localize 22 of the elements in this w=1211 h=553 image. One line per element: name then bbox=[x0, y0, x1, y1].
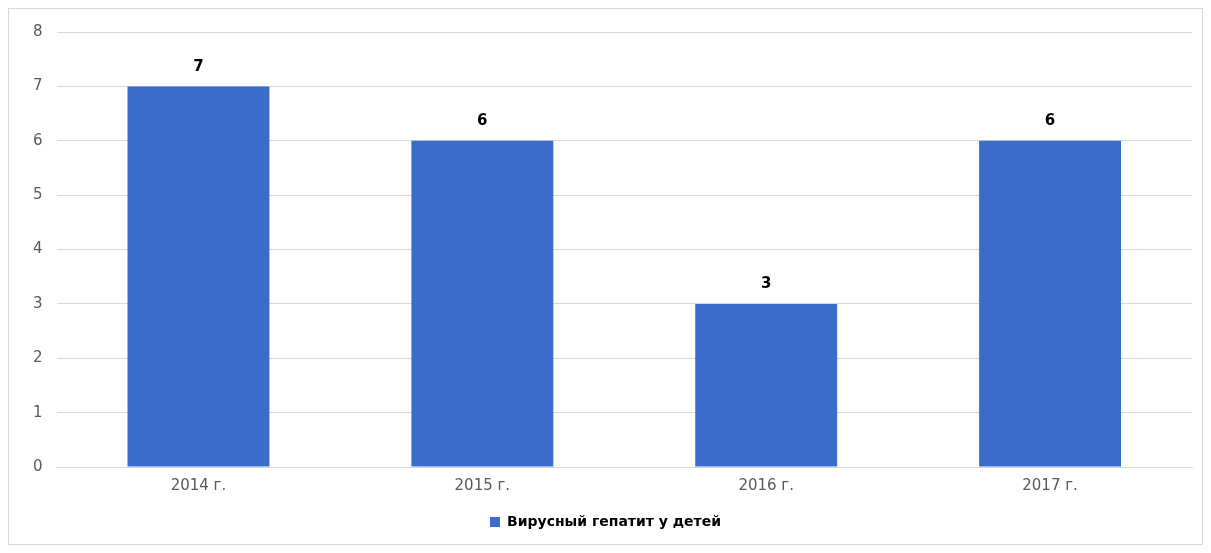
y-tick-label: 7 bbox=[33, 76, 43, 95]
data-label: 3 bbox=[760, 274, 772, 293]
data-label: 7 bbox=[193, 56, 204, 75]
x-tick-label: 2015 г. bbox=[454, 475, 511, 494]
data-label: 6 bbox=[1044, 111, 1056, 130]
y-tick-label: 8 bbox=[33, 21, 43, 40]
y-tick-label: 2 bbox=[33, 348, 43, 367]
x-tick-label: 2017 г. bbox=[1022, 475, 1078, 494]
y-tick-label: 1 bbox=[33, 402, 43, 421]
bar bbox=[127, 86, 270, 467]
bar bbox=[695, 303, 838, 467]
x-tick-label: 2016 г. bbox=[738, 475, 794, 494]
bar bbox=[979, 140, 1122, 467]
y-tick-label: 5 bbox=[33, 185, 43, 204]
y-tick-label: 0 bbox=[33, 456, 43, 475]
y-tick-label: 4 bbox=[33, 239, 43, 258]
x-tick-label: 2014 г. bbox=[170, 475, 227, 494]
y-tick-label: 3 bbox=[33, 293, 43, 312]
data-label: 6 bbox=[477, 111, 488, 130]
bar bbox=[411, 140, 554, 467]
legend-label: Вирусный гепатит у детей bbox=[507, 512, 722, 529]
y-tick-label: 6 bbox=[33, 130, 43, 149]
